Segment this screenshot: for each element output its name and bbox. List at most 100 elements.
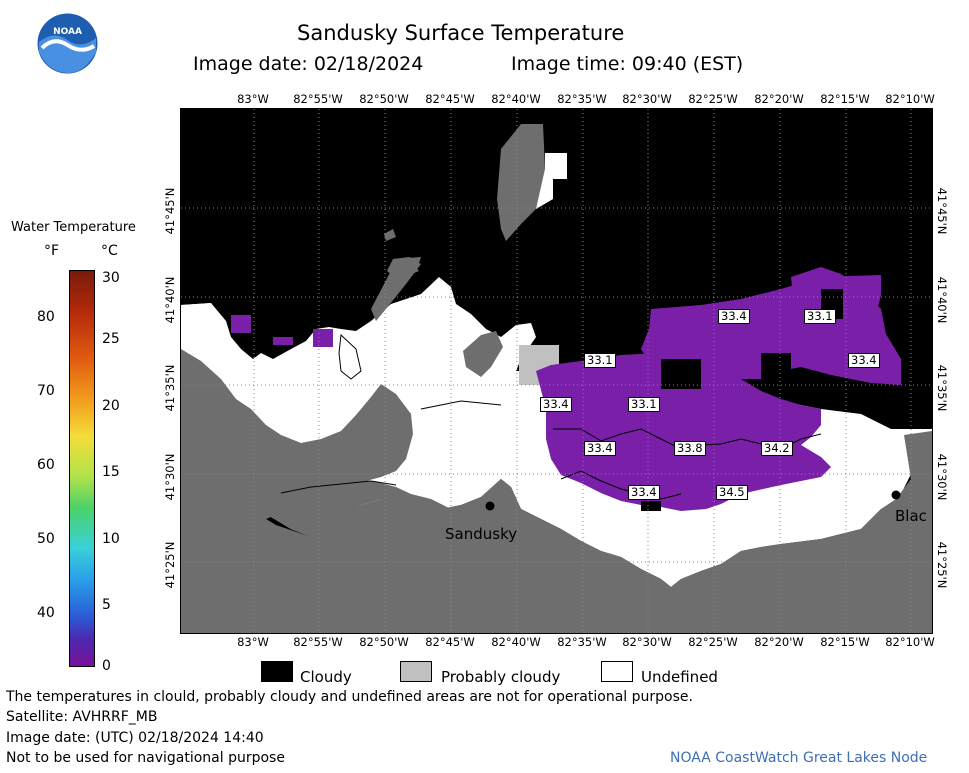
island [904,431,932,479]
key-swatch-undefined [601,661,633,682]
temp-label: 33.4 [584,441,616,456]
island [463,331,503,377]
key-label-undefined: Undefined [641,668,718,686]
lon-label: 82°20'W [754,635,804,649]
lat-label: 41°45'N [935,187,949,235]
temp-label: 34.2 [761,441,793,456]
lon-label: 82°55'W [293,635,343,649]
undefined-area [181,303,221,333]
water-temperature-area [313,329,333,347]
lon-label: 82°35'W [557,92,607,106]
place-label-sandusky: Sandusky [445,525,518,543]
lon-label: 82°40'W [491,92,541,106]
legend-title: Water Temperature [11,220,136,235]
key-swatch-cloudy [261,661,293,682]
city-marker-blac [891,490,901,500]
key-swatch-probably-cloudy [400,661,432,682]
image-time: Image time: 09:40 (EST) [511,53,744,75]
legend-tick-c: 10 [102,531,120,547]
lon-label: 82°50'W [359,635,409,649]
lon-label: 83°W [237,92,269,106]
lon-label: 83°W [237,635,269,649]
temp-label: 33.1 [804,309,836,324]
cloud-area [641,501,661,511]
image-date: Image date: 02/18/2024 [193,53,424,75]
lon-label: 82°10'W [885,635,935,649]
lon-label: 82°10'W [885,92,935,106]
water-temperature-area [231,315,251,333]
lat-label: 41°25'N [935,541,949,589]
map-title: Sandusky Surface Temperature [297,21,625,45]
lat-label: 41°45'N [163,187,177,235]
lat-label: 41°35'N [163,364,177,412]
temp-label: 33.4 [718,309,750,324]
lat-label: 41°25'N [163,541,177,589]
lon-label: 82°30'W [622,635,672,649]
lon-label: 82°40'W [491,635,541,649]
lat-label: 41°40'N [935,276,949,324]
lat-label: 41°40'N [163,276,177,324]
land-area [181,349,932,633]
island [497,124,553,241]
noaa-logo-text: NOAA [53,27,82,37]
contour-line [338,333,362,380]
lon-label: 82°55'W [293,92,343,106]
temp-label: 33.4 [540,397,572,412]
undefined-area [536,153,567,209]
lon-label: 82°15'W [820,635,870,649]
legend-tick-f: 60 [37,457,55,473]
temp-label: 33.4 [628,485,660,500]
water-temperature-area [791,267,901,379]
lon-label: 82°50'W [359,92,409,106]
land-area [266,479,451,537]
legend-color-bar [69,270,95,667]
temp-label: 33.1 [628,397,660,412]
lat-label: 41°30'N [163,453,177,501]
lat-label: 41°35'N [935,364,949,412]
temp-label: 33.8 [674,441,706,456]
temp-label: 33.1 [584,353,616,368]
legend-unit-c: °C [101,243,118,259]
legend-tick-c: 15 [102,464,120,480]
lat-label: 41°30'N [935,453,949,501]
cloud-area [761,353,791,379]
lon-label: 82°35'W [557,635,607,649]
contour-line [420,400,502,410]
water-temperature-area [273,337,293,345]
legend-tick-f: 80 [37,309,55,325]
legend-tick-f: 40 [37,605,55,621]
legend-unit-f: °F [44,243,60,259]
legend-tick-c: 20 [102,398,120,414]
city-marker-sandusky [485,501,495,511]
island [384,229,396,241]
noaa-logo: NOAA [36,12,99,75]
legend-tick-f: 50 [37,531,55,547]
lon-label: 82°25'W [688,92,738,106]
key-label-probably-cloudy: Probably cloudy [441,668,561,686]
cloud-area [661,359,701,389]
place-label-blac: Blac [895,507,927,525]
credit-text: NOAA CoastWatch Great Lakes Node [670,750,928,766]
water-temperature-area [536,349,831,511]
lon-label: 82°25'W [688,635,738,649]
island [387,257,421,277]
key-label-cloudy: Cloudy [300,668,352,686]
temperature-map: 33.4 33.1 33.1 33.4 33.4 33.1 33.4 33.8 … [180,108,933,634]
lon-label: 82°45'W [425,92,475,106]
satellite-text: Satellite: AVHRRF_MB [6,709,158,725]
temp-label: 33.4 [848,353,880,368]
utc-date-text: Image date: (UTC) 02/18/2024 14:40 [6,730,264,746]
legend-tick-c: 5 [102,597,111,613]
nav-warning-text: Not to be used for navigational purpose [6,750,285,766]
lon-label: 82°30'W [622,92,672,106]
legend-tick-c: 25 [102,331,120,347]
legend-tick-c: 0 [102,658,111,674]
disclaimer-text: The temperatures in clould, probably clo… [6,689,693,705]
map-grid [181,109,932,633]
lon-label: 82°45'W [425,635,475,649]
lon-label: 82°20'W [754,92,804,106]
lon-label: 82°15'W [820,92,870,106]
legend-tick-f: 70 [37,383,55,399]
contour-line [560,470,682,500]
contour-line [280,480,397,494]
